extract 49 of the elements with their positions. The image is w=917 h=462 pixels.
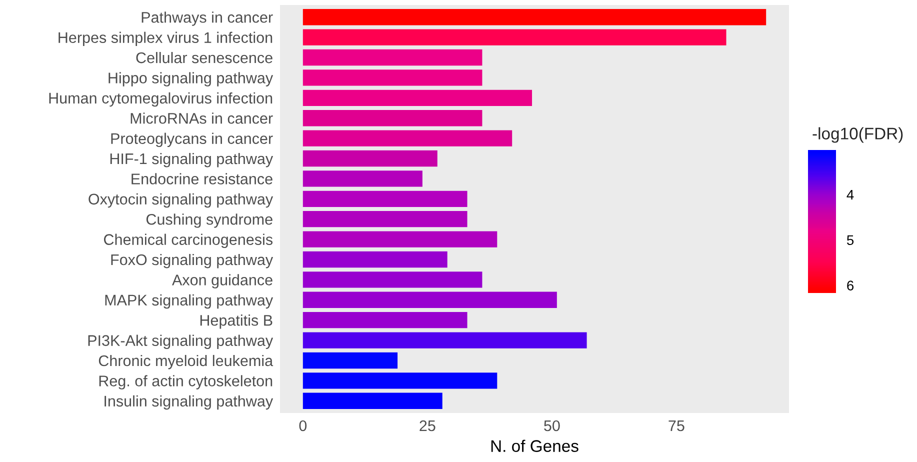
y-tick-label: Herpes simplex virus 1 infection [58, 32, 272, 46]
bar [302, 90, 532, 106]
bar [302, 372, 498, 389]
bar [302, 170, 422, 187]
y-tick-label: Cellular senescence [136, 52, 272, 64]
bar [302, 29, 726, 46]
x-axis-title: N. of Genes [491, 440, 578, 452]
bar [302, 70, 482, 86]
y-tick-label: Pathways in cancer [142, 12, 273, 26]
bar [302, 292, 557, 308]
y-tick-label: Human cytomegalovirus infection [49, 92, 272, 107]
bar [302, 352, 398, 369]
color-bar-label: 4 [846, 190, 854, 200]
y-tick-label: Endocrine resistance [132, 173, 272, 184]
x-tick-label: 0 [299, 420, 307, 432]
y-tick-label: Hippo signaling pathway [108, 72, 274, 86]
y-tick-label: HIF-1 signaling pathway [110, 152, 274, 168]
bar [302, 9, 766, 26]
bar [302, 150, 438, 167]
y-tick-label: Chemical carcinogenesis [104, 234, 273, 248]
y-tick-label: Chronic myeloid leukemia [98, 354, 274, 370]
y-tick-label: MAPK signaling pathway [105, 294, 274, 309]
color-bar-label: 6 [847, 280, 854, 290]
bar [302, 110, 482, 126]
bar [302, 231, 498, 248]
bar [302, 49, 482, 66]
x-tick-label: 75 [668, 420, 684, 432]
bar [302, 251, 448, 268]
y-tick-label: Proteoglycans in cancer [111, 132, 273, 148]
y-tick-label: Hepatitis B [200, 314, 272, 329]
bar [302, 312, 468, 328]
y-tick-label: Axon guidance [172, 274, 272, 288]
y-tick-label: Cushing syndrome [146, 214, 272, 228]
y-tick-label: PI3K-Akt signaling pathway [88, 334, 274, 349]
bar [302, 392, 442, 409]
bar [302, 272, 482, 288]
bar [302, 190, 468, 207]
y-tick-label: FoxO signaling pathway [111, 254, 274, 268]
bar [302, 211, 468, 228]
bar [302, 332, 587, 348]
x-tick-label: 25 [420, 420, 436, 432]
bar [302, 130, 512, 146]
y-tick-label: Insulin signaling pathway [104, 395, 274, 410]
color-bar-label: 5 [846, 235, 854, 246]
color-bar-title: -log10(FDR) [812, 127, 903, 143]
y-tick-label: MicroRNAs in cancer [130, 112, 273, 124]
x-tick-label: 50 [544, 420, 560, 432]
y-tick-label: Reg. of actin cytoskeleton [99, 375, 272, 390]
y-tick-label: Oxytocin signaling pathway [88, 193, 274, 208]
